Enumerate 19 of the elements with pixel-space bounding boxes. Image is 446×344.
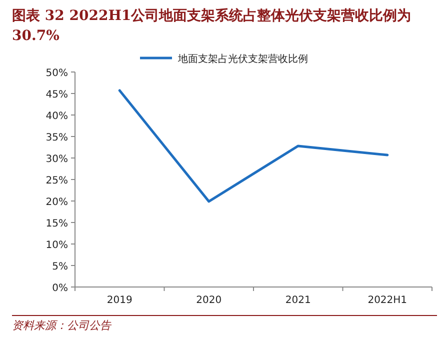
- y-tick-label: 20%: [46, 197, 68, 208]
- y-tick-label: 45%: [46, 90, 68, 100]
- y-tick-label: 0%: [52, 283, 68, 294]
- legend-label: 地面支架占光伏支架营收比例: [177, 53, 308, 65]
- text: 资料来源：公司公告: [12, 318, 111, 333]
- y-tick-label: 10%: [46, 240, 68, 251]
- line-series: [118, 89, 389, 203]
- y-tick-label: 35%: [46, 132, 68, 144]
- x-tick-label: 2019: [106, 295, 132, 306]
- x-tick-label: 2022H1: [368, 295, 408, 306]
- y-tick-label: 50%: [46, 68, 68, 79]
- y-tick-label: 5%: [52, 262, 68, 272]
- x-tick-label: 2020: [196, 295, 222, 306]
- x-tick-label: 2021: [285, 295, 311, 306]
- y-tick-label: 30%: [46, 154, 68, 165]
- chart-title: 图表 32 2022H1公司地面支架系统占整体光伏支架营收比例为 30.7%: [12, 7, 412, 46]
- y-tick-label: 15%: [46, 218, 68, 230]
- y-tick-label: 25%: [46, 176, 68, 186]
- y-tick-label: 40%: [46, 111, 68, 122]
